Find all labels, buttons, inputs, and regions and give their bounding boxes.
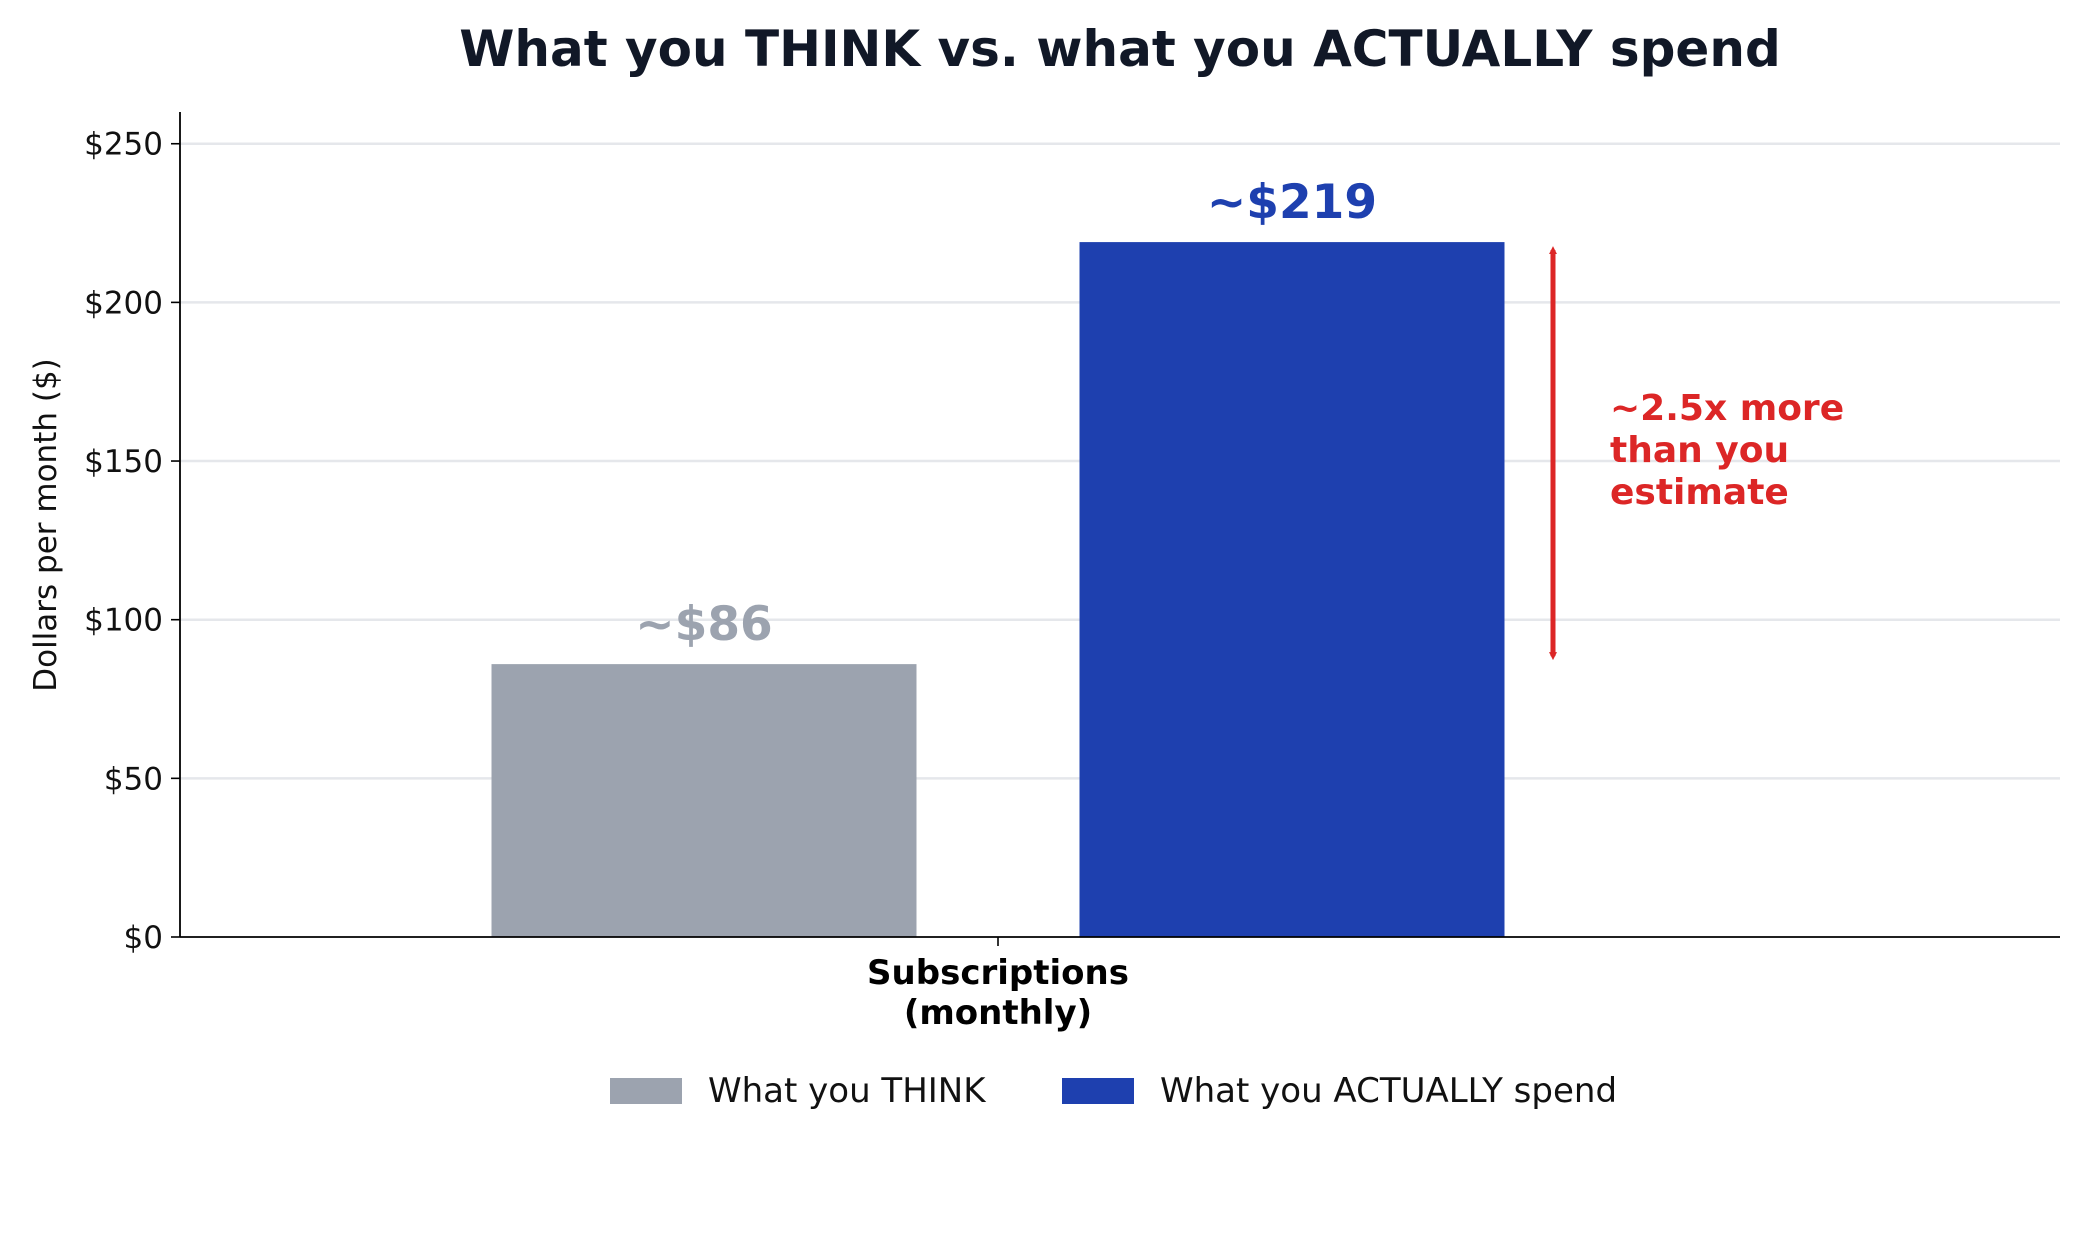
chart-title: What you THINK vs. what you ACTUALLY spe… xyxy=(459,20,1780,78)
bar xyxy=(491,664,917,937)
x-tick-label: (monthly) xyxy=(904,993,1092,1033)
legend: What you THINK What you ACTUALLY spend xyxy=(610,1071,1617,1111)
y-axis-label: Dollars per month ($) xyxy=(28,358,64,692)
ratio-annotation-text: estimate xyxy=(1610,472,1789,513)
data-label: ~$86 xyxy=(635,597,773,652)
ratio-annotation-text: ~2.5x more xyxy=(1610,388,1844,429)
y-tick-label: $100 xyxy=(84,603,163,639)
y-tick-label: $50 xyxy=(104,761,163,797)
data-label: ~$219 xyxy=(1207,175,1377,230)
legend-label: What you ACTUALLY spend xyxy=(1160,1071,1617,1111)
legend-swatch xyxy=(610,1078,682,1104)
bars xyxy=(491,242,1505,937)
y-tick-label: $250 xyxy=(84,127,163,163)
y-tick-label: $150 xyxy=(84,444,163,480)
ratio-annotation-text: than you xyxy=(1610,430,1789,471)
y-tick-label: $0 xyxy=(124,920,163,956)
legend-label: What you THINK xyxy=(708,1071,987,1111)
bar xyxy=(1079,242,1505,937)
legend-swatch xyxy=(1062,1078,1134,1104)
y-ticks: $0 $50 $100 $150 $200 $250 xyxy=(84,127,180,956)
data-labels: ~$86 ~$219 xyxy=(635,175,1377,652)
y-tick-label: $200 xyxy=(84,285,163,321)
x-tick-label: Subscriptions xyxy=(867,953,1129,993)
x-category-labels: Subscriptions(monthly) xyxy=(867,953,1129,1033)
axes xyxy=(179,112,2060,946)
